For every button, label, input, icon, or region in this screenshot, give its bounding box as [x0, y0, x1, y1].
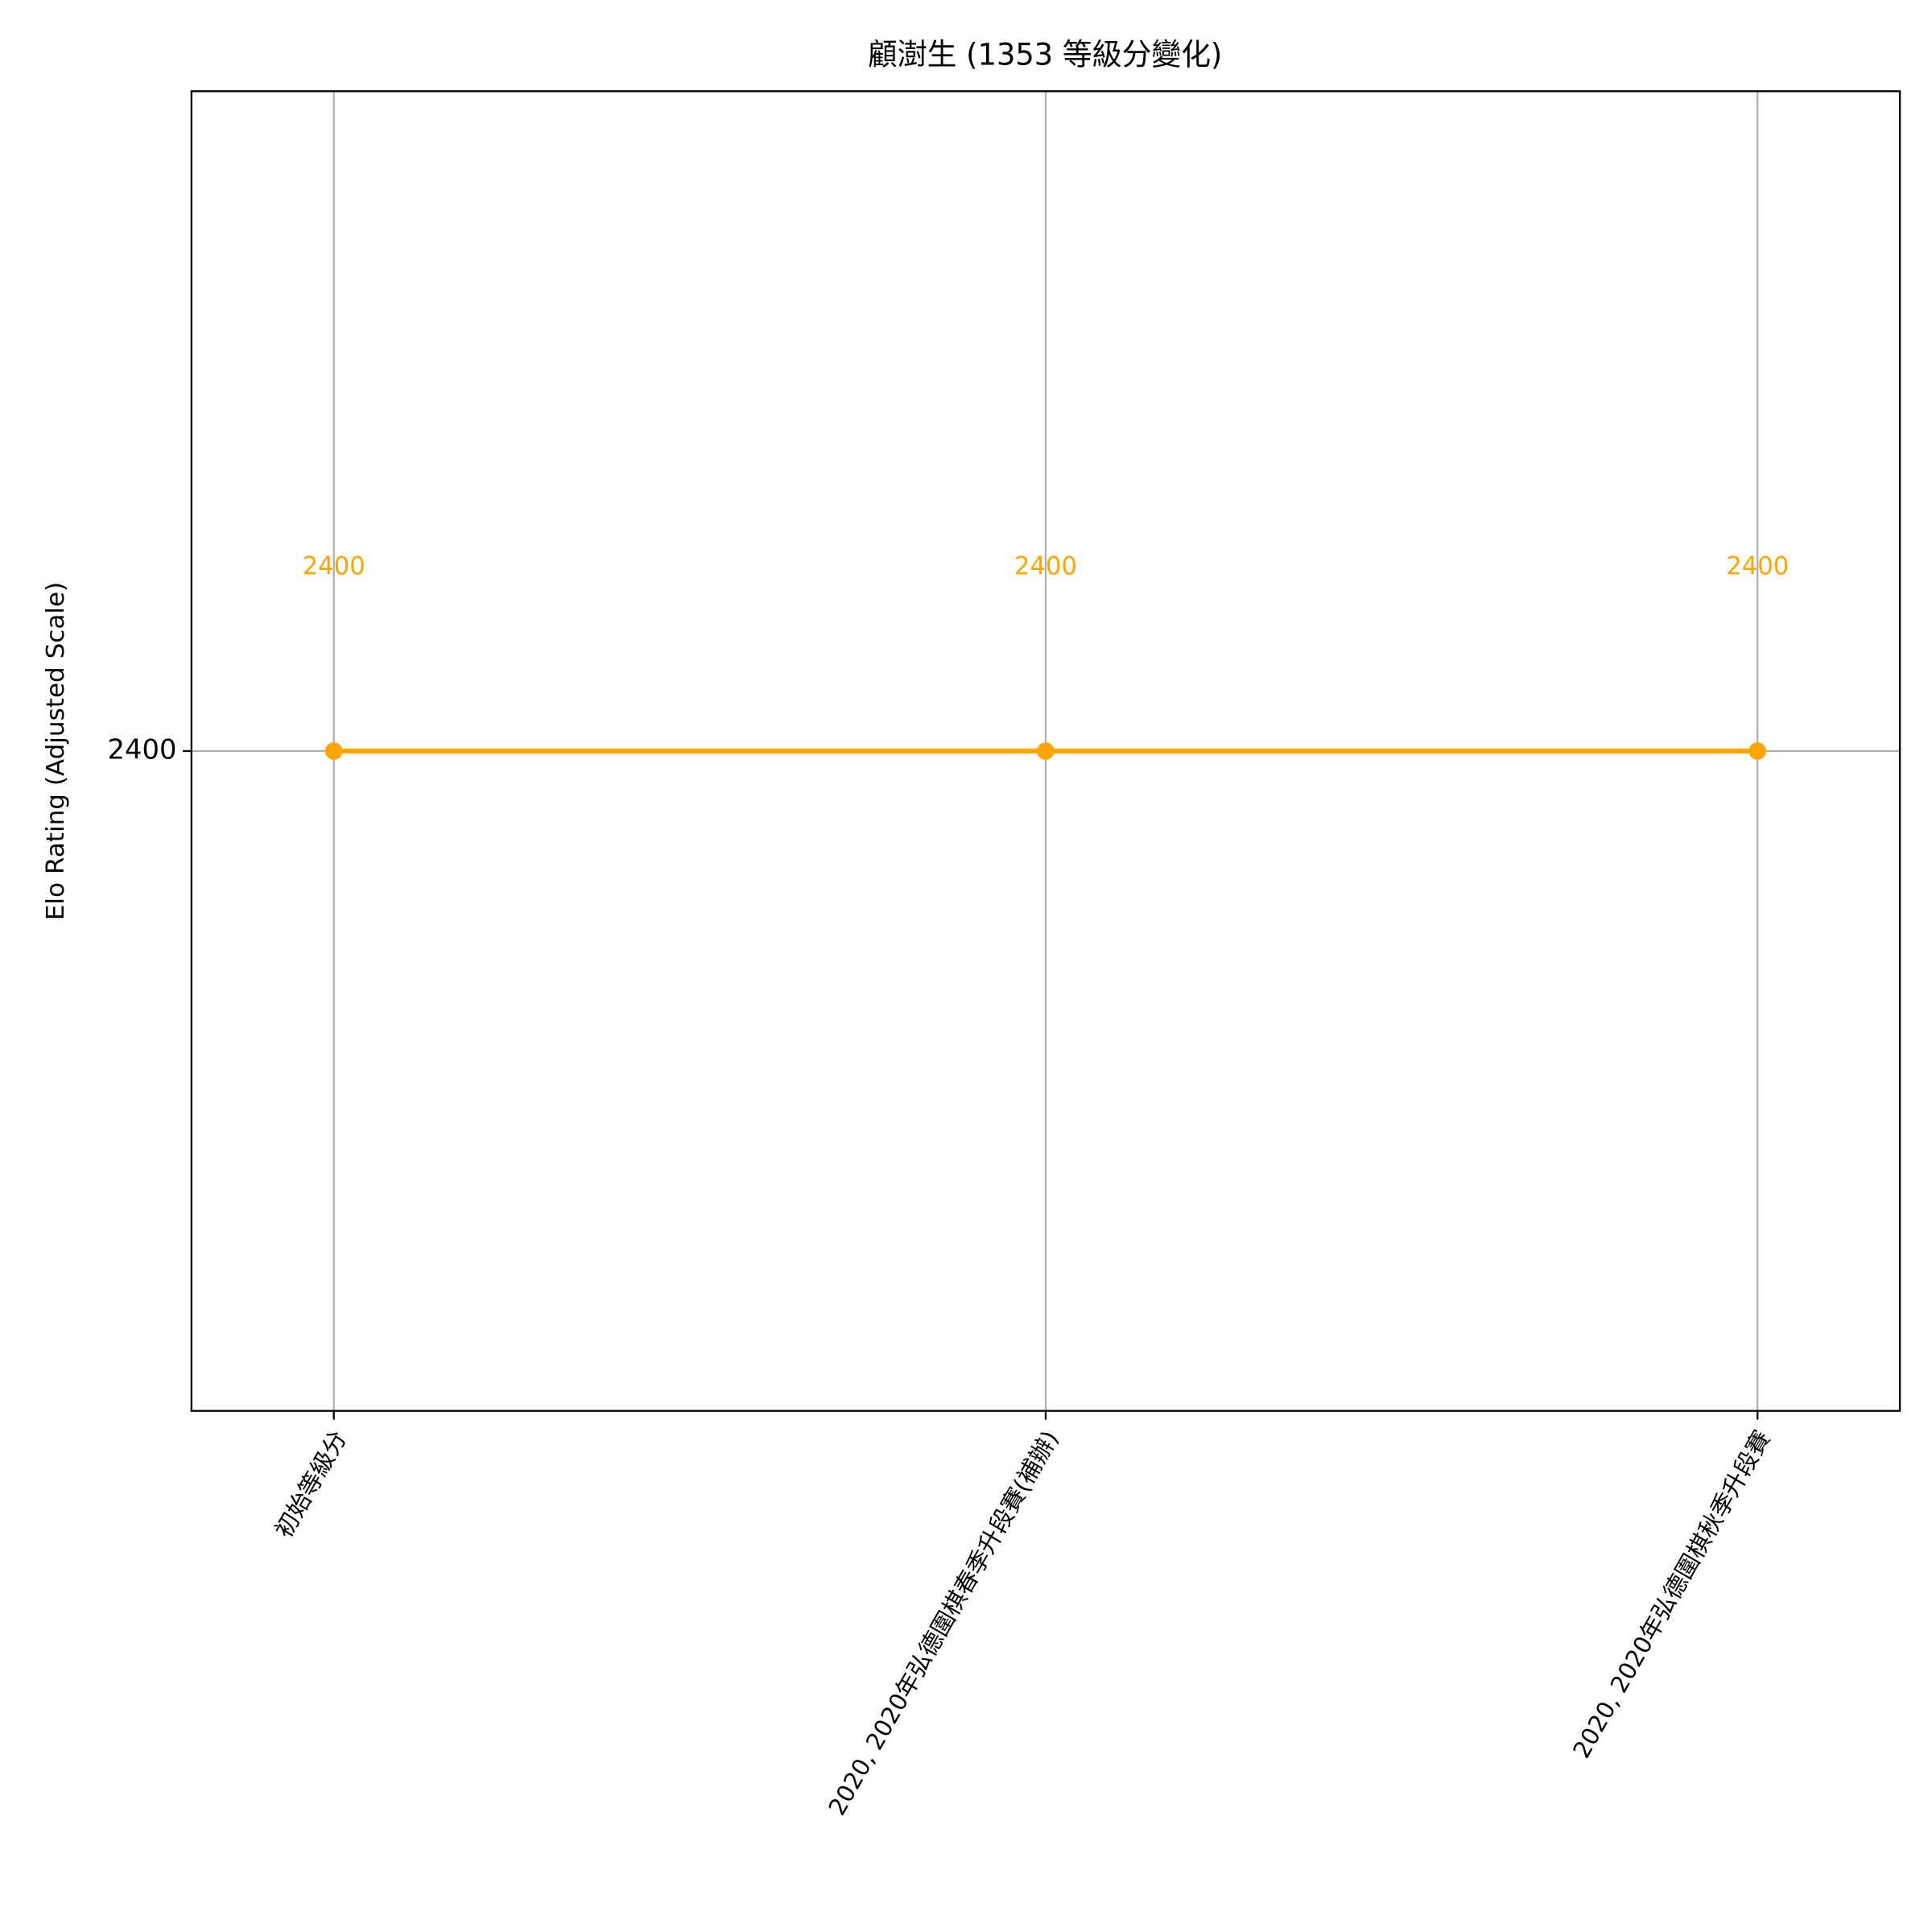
plot-frame — [190, 90, 1901, 1412]
chart-title: 顧澍生 (1353 等級分變化) — [868, 37, 1222, 72]
data-label: 2400 — [1726, 551, 1789, 580]
y-tick-label: 2400 — [108, 733, 177, 766]
data-label: 2400 — [1014, 551, 1077, 580]
y-axis-label: Elo Rating (Adjusted Scale) — [41, 582, 70, 920]
point — [1748, 742, 1766, 760]
point — [324, 742, 343, 760]
point — [1037, 742, 1055, 760]
data-label: 2400 — [303, 551, 365, 580]
